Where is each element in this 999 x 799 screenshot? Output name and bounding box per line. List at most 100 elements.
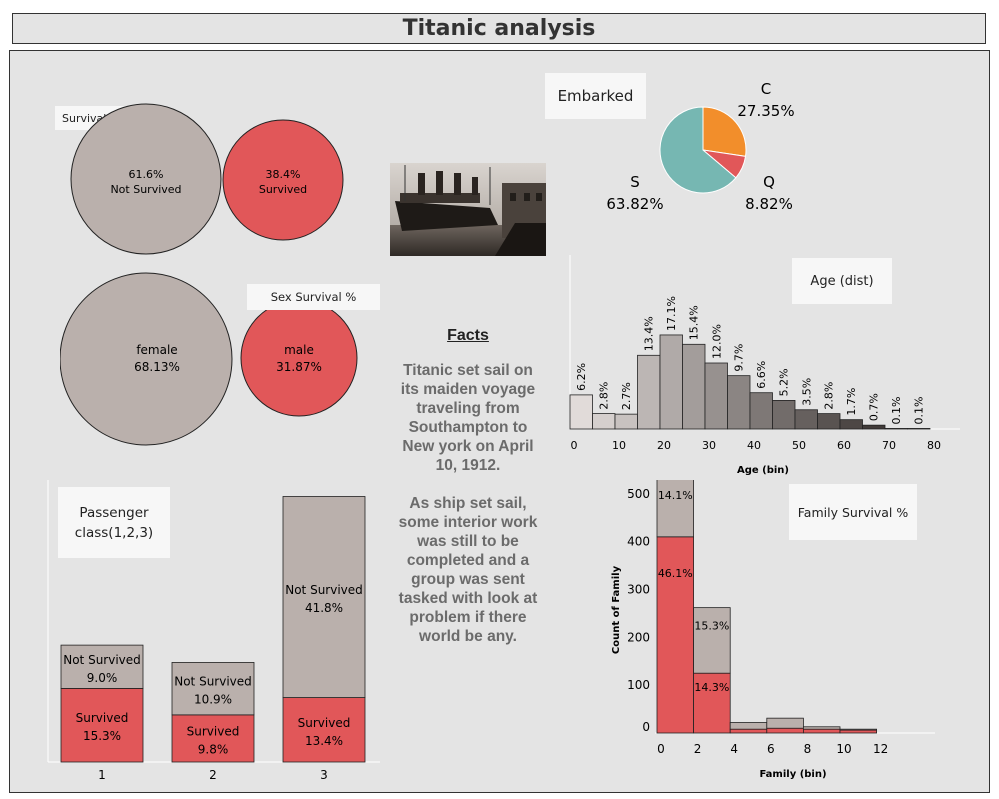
female-pct: 68.13% [134, 360, 180, 374]
age-bar-label: 15.4% [688, 305, 701, 340]
age-x-tick: 70 [882, 439, 896, 452]
class-chart-title: Passenger class(1,2,3) [58, 487, 170, 558]
family-y-label: Count of Family [611, 565, 622, 654]
class-bar-value-label: 9.0% [87, 671, 118, 685]
class-bar-series-name: Not Survived [63, 653, 141, 667]
family-y-tick: 300 [627, 582, 650, 596]
class-bar-survived [282, 697, 366, 763]
sex-survival-label: Sex Survival % [247, 284, 380, 310]
class-bar-value-label: 15.3% [83, 729, 121, 743]
age-x-tick: 60 [837, 439, 851, 452]
pie-label-s-name: S [630, 173, 640, 191]
age-dist-title: Age (dist) [792, 258, 892, 304]
class-bar-survived [60, 688, 144, 763]
class-bar-value-label: 13.4% [305, 734, 343, 748]
age-bar [749, 392, 773, 430]
pie-label-q-name: Q [763, 173, 775, 191]
age-bar [682, 343, 706, 430]
age-bar [884, 428, 908, 430]
age-bar [637, 354, 661, 430]
family-bar-label-survived: 14.3% [694, 681, 729, 694]
pie-label-c-pct: 27.35% [737, 102, 794, 120]
class-bar-series-name: Survived [76, 711, 129, 725]
male-pct: 31.87% [276, 360, 322, 374]
age-x-tick: 50 [792, 439, 806, 452]
age-bar [907, 428, 931, 430]
family-survival-chart: 14.1% 46.1% 15.3% 14.3% 0 100 200 300 400 500 0 2 4… [611, 480, 935, 780]
class-x-tick: 2 [209, 768, 217, 782]
age-bar-label: 17.1% [665, 296, 678, 331]
family-bar-label-survived: 46.1% [658, 567, 693, 580]
age-x-tick: 10 [612, 439, 626, 452]
class-bar-series-name: Not Survived [174, 675, 252, 689]
class-bar-value-label: 41.8% [305, 601, 343, 615]
class-bar-series-name: Not Survived [285, 583, 363, 597]
family-bar-survived [766, 727, 804, 734]
age-bar-label: 2.8% [823, 382, 836, 410]
class-bar-not-survived [60, 644, 144, 689]
family-x-tick: 6 [767, 742, 775, 756]
survived-pct: 38.4% [266, 168, 301, 181]
class-x-tick: 1 [98, 768, 106, 782]
age-bar-label: 2.8% [598, 382, 611, 410]
age-bar-label: 6.6% [755, 361, 768, 389]
sex-bubbles: female 68.13% male 31.87% [60, 272, 358, 446]
age-bar-label: 9.7% [733, 344, 746, 372]
embarked-pie [659, 106, 747, 194]
pie-label-q-pct: 8.82% [745, 195, 793, 213]
family-bar-label-not-survived: 15.3% [694, 620, 729, 633]
family-x-tick: 0 [657, 742, 665, 756]
family-bar-survived [656, 536, 694, 734]
age-bar-label: 13.4% [643, 316, 656, 351]
survival-bubbles: 61.6% Not Survived 38.4% Survived [70, 103, 344, 255]
family-bar-survived [839, 729, 877, 734]
facts-paragraph-2: As ship set sail, some interior work was… [398, 495, 538, 645]
family-bar-not-survived [693, 607, 731, 674]
age-distribution-chart: 6.2% 2.8% 2.7% 13.4% 17.1% 15.4% 12.0% 9.7% 6.6%… [569, 255, 960, 476]
age-bar-label: 5.2% [778, 368, 791, 396]
class-bar-series-name: Survived [298, 716, 351, 730]
class-bar-value-label: 9.8% [198, 742, 229, 756]
age-bar-label: 3.5% [800, 378, 813, 406]
age-x-tick: 0 [571, 439, 578, 452]
family-bar-label-not-survived: 14.1% [658, 489, 693, 502]
age-bar [862, 424, 886, 430]
family-chart-title: Family Survival % [789, 484, 917, 540]
age-bar-label: 0.1% [890, 396, 903, 424]
class-x-tick: 3 [320, 768, 328, 782]
age-x-label: Age (bin) [737, 465, 789, 476]
male-name: male [284, 343, 314, 357]
pie-label-s-pct: 63.82% [606, 195, 663, 213]
family-x-tick: 12 [873, 742, 888, 756]
age-x-tick: 80 [927, 439, 941, 452]
age-bar-label: 0.1% [913, 396, 926, 424]
family-y-tick: 0 [642, 720, 650, 734]
pie-label-c-name: C [761, 80, 771, 98]
embarked-label: Embarked [545, 73, 646, 119]
family-bar-not-survived [656, 480, 694, 538]
age-bar-label: 2.7% [620, 382, 633, 410]
age-bar [614, 413, 638, 430]
age-bar [659, 334, 683, 430]
age-bar-label: 12.0% [710, 324, 723, 359]
embarked-pie-chart: C 27.35% Q 8.82% S 63.82% [606, 80, 794, 213]
dashboard-title: Titanic analysis [12, 13, 986, 44]
female-name: female [136, 343, 177, 357]
family-x-tick: 2 [694, 742, 702, 756]
age-bar-label: 1.7% [845, 388, 858, 416]
class-bar-not-survived [171, 662, 255, 716]
facts-heading: Facts [447, 327, 489, 344]
age-bar [794, 409, 818, 430]
age-bar [704, 362, 728, 430]
facts-panel: Facts Titanic set sail on its maiden voy… [393, 326, 543, 665]
class-bar-survived [171, 714, 255, 763]
passenger-class-chart: Survived 15.3% Not Survived 9.0% 1 Survived 9.… [47, 480, 380, 782]
female-bubble [60, 272, 233, 446]
survived-name: Survived [259, 183, 307, 196]
titanic-photo-illustration [390, 163, 546, 256]
family-x-tick: 10 [836, 742, 851, 756]
age-bar [569, 394, 593, 430]
age-bar [817, 413, 841, 430]
family-bar-survived [693, 672, 731, 734]
age-bar-label: 0.7% [868, 393, 881, 421]
